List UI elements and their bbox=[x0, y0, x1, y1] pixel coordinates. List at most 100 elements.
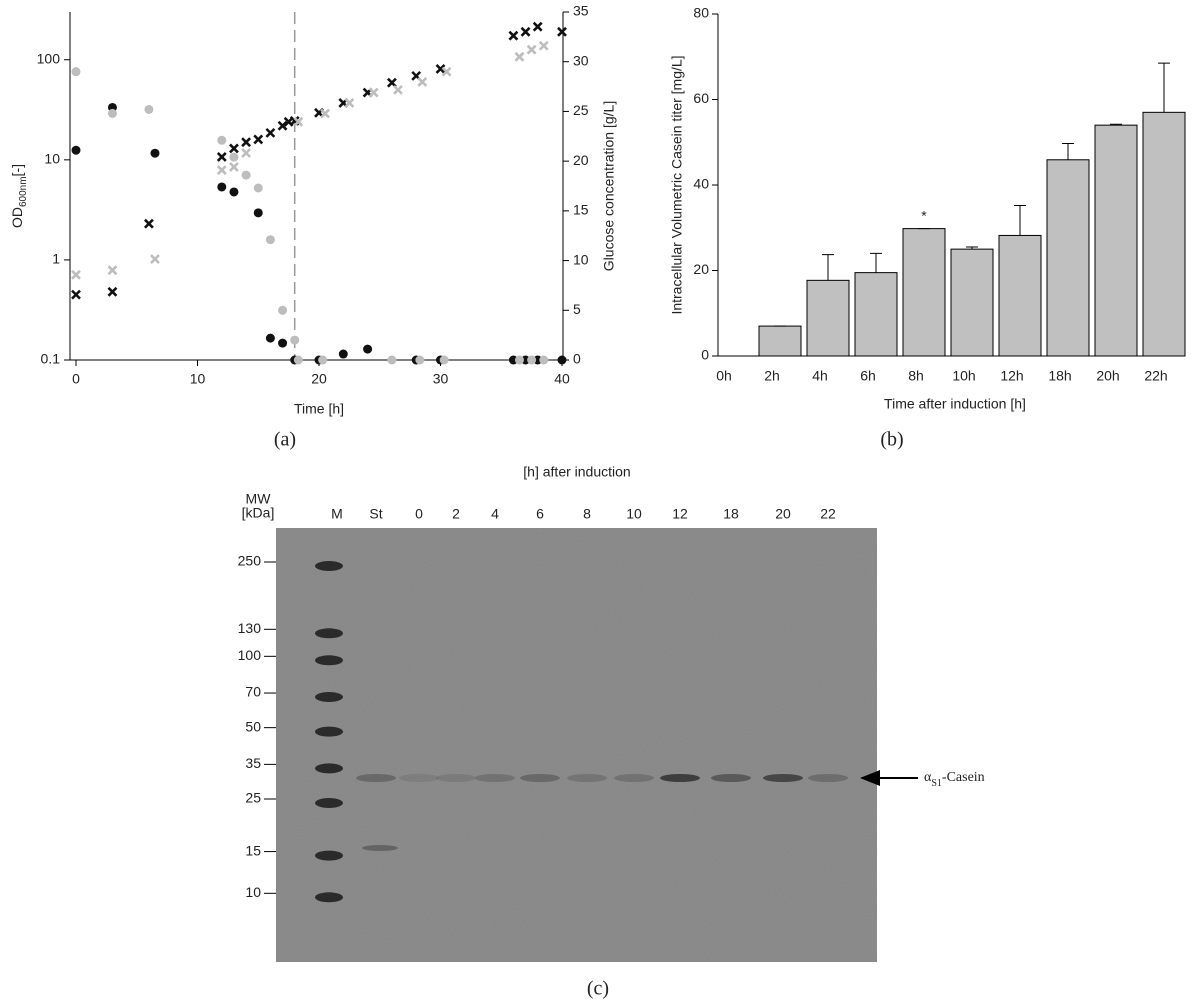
point bbox=[368, 87, 379, 98]
bar bbox=[1094, 124, 1138, 357]
casein-band bbox=[436, 774, 476, 782]
point bbox=[150, 254, 160, 264]
marker-label: 25 bbox=[245, 790, 261, 806]
marker-label: 10 bbox=[245, 884, 261, 900]
point bbox=[107, 286, 118, 297]
error-bar bbox=[1110, 123, 1122, 126]
lane-label: 2 bbox=[452, 506, 460, 522]
x-tick-label: 10 bbox=[190, 371, 206, 387]
point bbox=[278, 305, 288, 315]
marker-label: 50 bbox=[245, 718, 261, 734]
y2-tick-label: 20 bbox=[573, 152, 589, 168]
y2-tick-label: 10 bbox=[573, 251, 589, 267]
point bbox=[439, 355, 449, 365]
point bbox=[387, 355, 397, 365]
point bbox=[216, 151, 227, 162]
standard-band bbox=[362, 845, 398, 851]
ladder-band bbox=[315, 763, 343, 774]
x-tick-label: 18h bbox=[1048, 368, 1071, 384]
point bbox=[253, 208, 263, 218]
point bbox=[241, 148, 252, 158]
x-tick-label: 8h bbox=[908, 368, 924, 384]
error-bar bbox=[966, 246, 978, 250]
x-tick-label: 4h bbox=[812, 368, 828, 384]
point bbox=[144, 104, 154, 114]
point bbox=[71, 67, 81, 77]
panel-label: (c) bbox=[587, 978, 609, 1000]
x-tick-label: 30 bbox=[433, 371, 449, 387]
point bbox=[241, 170, 251, 180]
error-bar bbox=[1014, 205, 1026, 236]
gel-image bbox=[276, 528, 877, 962]
lane-label: 12 bbox=[672, 506, 688, 522]
error-bar bbox=[1062, 143, 1074, 160]
target-label-sub: S1 bbox=[931, 778, 942, 789]
unit-label: [kDa] bbox=[242, 505, 275, 521]
casein-band bbox=[614, 774, 654, 782]
x-axis-label: Time after induction [h] bbox=[884, 396, 1026, 412]
ladder-band bbox=[315, 726, 343, 737]
y-tick-label: 20 bbox=[693, 261, 709, 277]
casein-band bbox=[808, 774, 848, 782]
y-tick-label: 80 bbox=[693, 5, 709, 21]
target-label: αS1-Casein bbox=[924, 770, 985, 789]
y2-tick-label: 15 bbox=[573, 202, 589, 218]
ladder-band bbox=[315, 655, 343, 666]
point bbox=[71, 269, 81, 280]
point bbox=[229, 187, 239, 197]
y-tick-label: 10 bbox=[44, 151, 60, 167]
point bbox=[217, 182, 227, 192]
casein-band bbox=[356, 774, 396, 782]
point bbox=[415, 355, 425, 365]
point bbox=[290, 335, 300, 345]
bar bbox=[1142, 111, 1186, 357]
y-tick-label: 0 bbox=[701, 347, 709, 363]
marker-label: 15 bbox=[245, 842, 261, 858]
point bbox=[532, 21, 543, 32]
casein-band bbox=[520, 774, 560, 782]
y-axis-label-main: OD bbox=[9, 207, 25, 228]
ladder-band bbox=[315, 798, 343, 808]
y2-tick-label: 35 bbox=[573, 3, 589, 19]
bar bbox=[998, 234, 1042, 357]
point bbox=[253, 183, 263, 193]
x-tick-label: 12h bbox=[1000, 368, 1023, 384]
point bbox=[514, 51, 525, 62]
x-tick-label: 22h bbox=[1144, 368, 1167, 384]
x-tick-label: 0h bbox=[716, 368, 732, 384]
point bbox=[344, 98, 355, 108]
point bbox=[71, 289, 81, 300]
casein-band bbox=[660, 774, 700, 782]
y2-axis-label: Glucose concentration [g/L] bbox=[601, 101, 617, 271]
point bbox=[527, 355, 537, 365]
y-axis-label: Intracellular Volumetric Casein titer [m… bbox=[669, 55, 685, 314]
point bbox=[229, 152, 239, 162]
bar bbox=[902, 228, 946, 357]
casein-band bbox=[711, 774, 751, 782]
point bbox=[557, 26, 567, 37]
point bbox=[538, 40, 549, 51]
bar bbox=[950, 248, 994, 357]
x-tick-label: 20h bbox=[1096, 368, 1119, 384]
point bbox=[520, 26, 531, 37]
marker-label: 35 bbox=[245, 755, 261, 771]
point bbox=[338, 349, 348, 359]
lane-label: 10 bbox=[626, 506, 642, 522]
point bbox=[508, 30, 519, 41]
y-tick-label: 1 bbox=[52, 251, 60, 267]
point bbox=[150, 148, 160, 158]
point bbox=[265, 127, 276, 138]
point bbox=[229, 143, 239, 154]
y2-tick-label: 25 bbox=[573, 102, 589, 118]
point bbox=[514, 355, 524, 365]
bar bbox=[1046, 159, 1090, 357]
target-label-main: α bbox=[924, 770, 932, 785]
point bbox=[293, 355, 303, 365]
marker-label: 70 bbox=[245, 684, 261, 700]
point bbox=[216, 165, 227, 175]
point bbox=[435, 63, 446, 74]
lane-label: 18 bbox=[723, 506, 739, 522]
y-tick-label: 100 bbox=[37, 50, 61, 66]
marker-label: 100 bbox=[238, 647, 262, 663]
panel-label: (a) bbox=[274, 429, 296, 451]
